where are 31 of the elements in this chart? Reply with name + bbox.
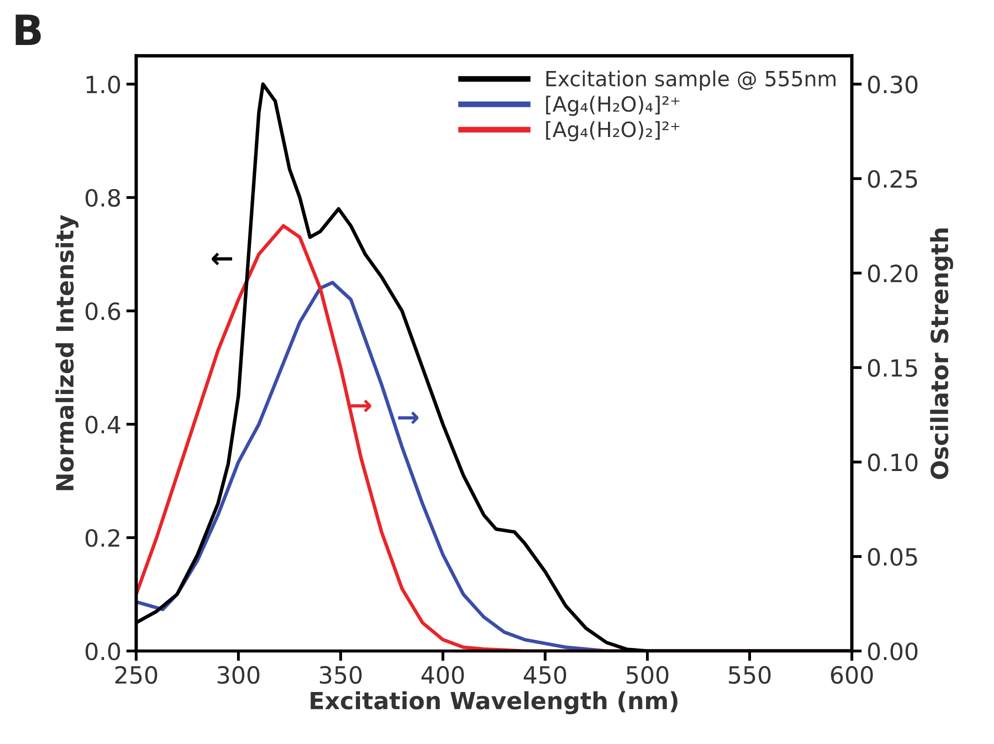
- y-tick-label: 1.0: [86, 76, 120, 94]
- x-axis-title: Excitation Wavelength (nm): [310, 691, 678, 714]
- x-tick-label: 600: [830, 666, 873, 684]
- x-tick-label: 550: [728, 666, 771, 684]
- legend-label: [Ag₄(H₂O)₄]²⁺: [546, 96, 680, 116]
- annotation: →: [398, 412, 418, 424]
- x-tick-label: 350: [320, 666, 362, 684]
- annotation: →: [350, 400, 372, 412]
- x-tick-label: 400: [422, 666, 464, 684]
- x-tick-label: 500: [626, 666, 668, 684]
- y-axis-title: Normalized Intensity: [55, 214, 78, 490]
- x-tick-label: 450: [524, 666, 566, 684]
- y2-axis-title: Oscillator Strength: [930, 228, 954, 479]
- y2-tick-label: 0.25: [868, 170, 917, 188]
- y2-tick-label: 0.00: [868, 642, 918, 660]
- y-tick-label: 0.8: [86, 188, 120, 207]
- y2-tick-label: 0.30: [868, 76, 918, 94]
- x-tick-label: 250: [115, 666, 158, 684]
- annotation: ←: [212, 252, 232, 266]
- x-tick-label: 300: [218, 666, 260, 684]
- legend-label: [Ag₄(H₂O)₂]²⁺: [546, 121, 680, 142]
- y-tick-label: 0.0: [86, 642, 120, 660]
- y2-tick-label: 0.20: [868, 264, 918, 282]
- y-tick-label: 0.2: [86, 529, 120, 547]
- y2-tick-label: 0.15: [868, 359, 917, 377]
- legend-label: Excitation sample @ 555nm: [546, 70, 836, 91]
- y-tick-label: 0.6: [86, 302, 120, 320]
- y-tick-label: 0.4: [86, 416, 120, 434]
- y2-tick-label: 0.10: [868, 453, 918, 472]
- y2-tick-label: 0.05: [868, 548, 917, 566]
- text: B: [16, 14, 41, 45]
